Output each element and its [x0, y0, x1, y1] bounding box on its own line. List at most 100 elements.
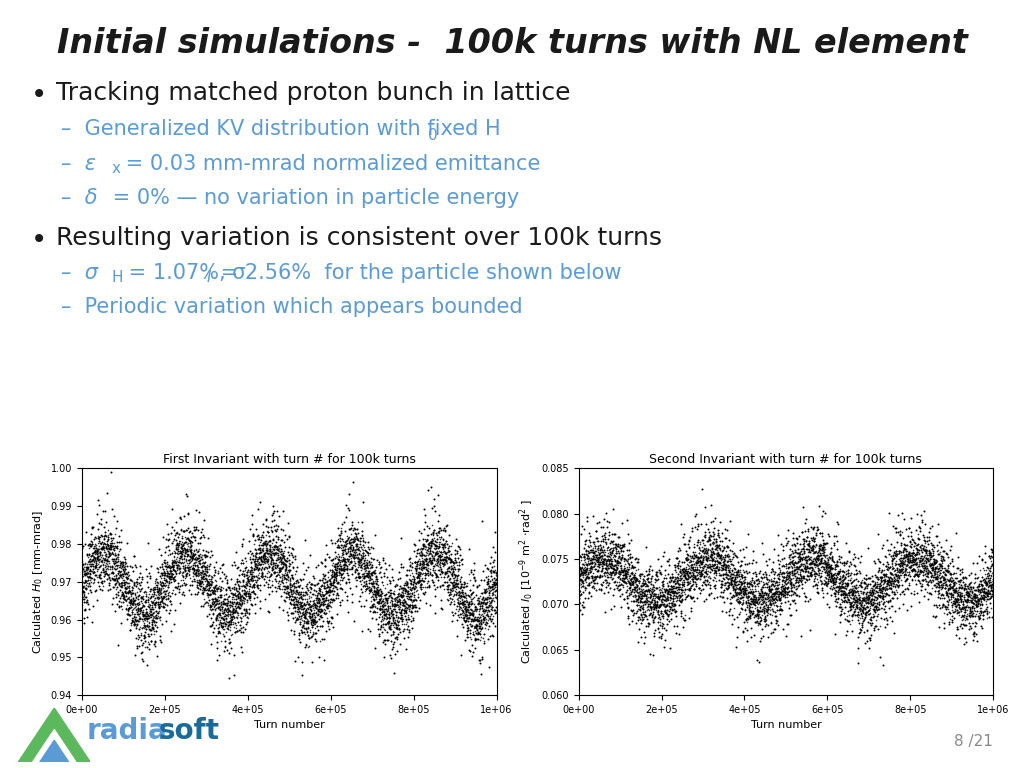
Point: [633, 584, 649, 597]
Point: [388, 621, 404, 633]
Point: [284, 590, 300, 602]
Point: [186, 563, 203, 575]
Point: [725, 568, 741, 581]
Point: [732, 592, 749, 604]
Point: [652, 599, 669, 611]
Point: [604, 536, 621, 548]
Point: [657, 572, 674, 584]
Point: [182, 535, 199, 548]
Point: [109, 553, 125, 565]
Point: [866, 603, 883, 615]
Point: [209, 584, 225, 597]
Point: [638, 565, 654, 578]
Point: [109, 555, 125, 568]
Point: [578, 572, 594, 584]
Point: [765, 626, 781, 638]
Point: [140, 636, 157, 648]
Point: [148, 583, 165, 595]
Point: [601, 551, 617, 564]
Point: [398, 597, 415, 609]
Point: [732, 587, 749, 599]
Point: [452, 590, 468, 602]
Point: [305, 612, 322, 624]
Point: [406, 576, 422, 588]
Point: [161, 570, 177, 582]
Point: [671, 582, 687, 594]
Point: [751, 608, 767, 621]
Point: [872, 572, 889, 584]
Point: [443, 538, 460, 550]
Point: [241, 575, 257, 588]
Point: [712, 541, 728, 554]
Point: [935, 566, 951, 578]
Point: [600, 577, 616, 589]
Point: [592, 541, 608, 553]
Point: [369, 588, 385, 601]
Point: [981, 587, 997, 599]
Point: [388, 578, 404, 590]
Point: [795, 574, 811, 587]
Point: [369, 587, 385, 599]
Point: [793, 569, 809, 581]
Point: [850, 598, 866, 610]
Point: [484, 581, 501, 593]
Point: [398, 568, 415, 581]
Point: [101, 549, 118, 561]
Point: [226, 606, 243, 618]
Point: [422, 552, 438, 564]
Point: [721, 577, 737, 589]
Point: [75, 581, 91, 594]
Point: [419, 558, 435, 571]
Point: [598, 557, 614, 569]
Point: [574, 599, 591, 611]
Point: [81, 571, 97, 583]
Point: [177, 549, 194, 561]
Point: [418, 545, 434, 558]
Point: [646, 603, 663, 615]
Point: [757, 581, 773, 593]
Text: I: I: [207, 270, 211, 286]
Point: [419, 529, 435, 541]
Point: [938, 586, 954, 598]
Point: [345, 548, 361, 561]
Point: [722, 554, 738, 567]
Point: [188, 578, 205, 591]
Point: [371, 558, 387, 570]
Point: [206, 569, 222, 581]
Point: [128, 604, 144, 616]
Point: [588, 549, 604, 561]
Point: [423, 502, 439, 514]
Point: [852, 591, 868, 603]
Point: [710, 544, 726, 556]
Point: [870, 599, 887, 611]
Point: [353, 583, 370, 595]
Point: [680, 566, 696, 578]
Point: [110, 574, 126, 586]
Point: [348, 546, 365, 558]
Point: [115, 590, 131, 602]
Point: [485, 578, 502, 590]
Point: [259, 542, 275, 554]
Point: [779, 581, 796, 594]
Point: [757, 587, 773, 599]
Point: [688, 557, 705, 569]
Point: [467, 621, 483, 634]
Point: [343, 528, 359, 540]
Point: [959, 582, 976, 594]
Point: [617, 567, 634, 579]
Point: [716, 573, 732, 585]
Point: [166, 555, 182, 568]
Point: [288, 587, 304, 599]
Point: [978, 578, 994, 590]
Point: [220, 595, 237, 607]
Point: [591, 571, 607, 583]
Point: [938, 564, 954, 577]
Point: [746, 598, 763, 611]
Point: [741, 602, 758, 614]
Point: [766, 588, 782, 601]
Point: [301, 585, 317, 598]
Point: [683, 601, 699, 614]
Point: [912, 564, 929, 577]
Point: [420, 538, 436, 551]
Point: [270, 601, 287, 613]
